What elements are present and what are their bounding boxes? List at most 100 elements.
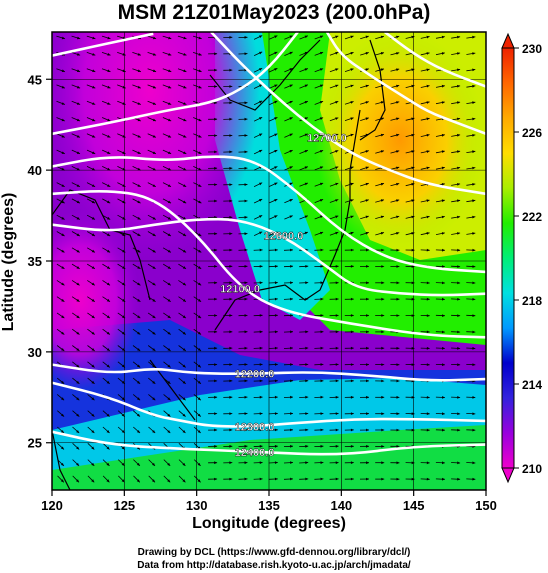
wind-arrow-head <box>289 182 293 186</box>
wind-arrow-head <box>107 216 111 220</box>
wind-arrow-head <box>335 182 339 186</box>
wind-arrow-head <box>61 216 65 220</box>
wind-arrow-head <box>381 330 385 334</box>
wind-arrow-head <box>229 85 233 88</box>
wind-arrow-head <box>182 430 186 433</box>
wind-arrow-head <box>229 379 233 383</box>
wind-arrow-head <box>106 331 110 335</box>
contour-label: 12300.0 <box>235 421 275 433</box>
wind-arrow-head <box>472 330 476 334</box>
wind-arrow-head <box>137 315 141 319</box>
wind-arrow-head <box>381 363 385 366</box>
wind-arrow-head <box>244 363 248 366</box>
wind-arrow-head <box>60 479 64 483</box>
wind-arrow-head <box>121 462 125 466</box>
wind-arrow-head <box>92 69 96 72</box>
wind-arrow-head <box>396 265 400 268</box>
wind-arrow-head <box>229 461 233 465</box>
wind-arrow-head <box>137 151 141 154</box>
wind-arrow-head <box>76 397 80 401</box>
wind-arrow-head <box>350 133 354 137</box>
wind-arrow-head <box>137 364 141 368</box>
wind-arrow-head <box>76 282 80 286</box>
wind-arrow-head <box>350 363 354 366</box>
wind-arrow-head <box>319 51 324 55</box>
colorbar-bar <box>501 47 515 469</box>
wind-arrow-head <box>122 85 126 89</box>
wind-arrow-head <box>305 281 309 285</box>
wind-arrow-head <box>107 167 111 171</box>
wind-arrow-head <box>442 461 445 465</box>
wind-arrow-head <box>305 297 309 301</box>
wind-arrow-head <box>259 379 263 383</box>
wind-arrow-head <box>381 395 385 399</box>
wind-arrow-head <box>229 215 233 219</box>
wind-arrow-head <box>244 330 248 334</box>
wind-arrow-head <box>319 84 324 88</box>
wind-arrow-head <box>214 395 218 399</box>
colorbar: 210 214 218 222 226 230 <box>501 32 542 484</box>
wind-arrow-head <box>122 151 126 154</box>
wind-arrow-head <box>198 282 202 286</box>
wind-arrow-head <box>366 379 369 383</box>
wind-arrow-head <box>350 346 354 350</box>
wind-arrow-head <box>197 364 201 368</box>
wind-arrow-head <box>182 462 186 466</box>
wind-arrow-head <box>290 363 293 366</box>
wind-arrow-head <box>457 396 461 399</box>
wind-arrow-head <box>365 52 369 55</box>
wind-arrow-head <box>274 117 278 120</box>
wind-arrow-head <box>182 413 186 417</box>
wind-arrow-head <box>197 380 201 384</box>
wind-arrow-head <box>229 36 233 39</box>
wind-arrow-head <box>76 462 80 466</box>
wind-arrow-head <box>320 248 324 252</box>
wind-arrow-head <box>214 117 218 121</box>
wind-arrow-head <box>244 101 248 105</box>
wind-arrow-head <box>274 265 278 268</box>
wind-arrow-head <box>411 182 415 186</box>
wind-arrow-head <box>442 314 445 317</box>
wind-arrow-head <box>320 444 324 448</box>
wind-arrow-head <box>274 35 278 39</box>
wind-arrow-head <box>91 200 95 204</box>
wind-arrow-head <box>122 167 126 171</box>
wind-arrow-head <box>380 84 384 88</box>
wind-arrow-head <box>92 118 96 122</box>
wind-arrow-head <box>457 52 461 55</box>
wind-arrow-head <box>152 397 156 401</box>
field-min-magenta <box>52 32 260 260</box>
wind-arrow-head <box>320 265 324 268</box>
wind-arrow-head <box>381 314 385 317</box>
wind-arrow-head <box>167 462 171 466</box>
wind-arrow-head <box>350 330 354 334</box>
wind-arrow-head <box>259 281 263 285</box>
contour-line <box>383 32 486 88</box>
wind-arrow-head <box>274 281 278 285</box>
wind-arrow-head <box>274 248 278 252</box>
wind-arrow-head <box>91 298 95 302</box>
wind-arrow-head <box>76 233 80 236</box>
wind-arrow-head <box>472 363 476 367</box>
wind-arrow-head <box>137 298 141 302</box>
wind-arrow-head <box>472 232 476 235</box>
wind-arrow-head <box>366 346 369 350</box>
wind-arrow-head <box>457 477 461 481</box>
wind-arrow-head <box>380 117 384 121</box>
wind-arrow-head <box>380 215 384 219</box>
geopotential-contours: 12100.0 12200.0 12300.0 12400.0 12600.0 12700… <box>52 32 486 459</box>
wind-arrow-head <box>319 68 324 71</box>
wind-arrow-head <box>229 314 233 317</box>
x-axis-label: Longitude (degrees) <box>192 515 346 532</box>
wind-arrow-head <box>411 265 415 268</box>
wind-arrow-head <box>396 232 400 235</box>
wind-arrow-head <box>92 135 96 138</box>
wind-arrow-head <box>290 444 293 448</box>
wind-arrow-head <box>122 298 126 302</box>
y-axis: 25 30 35 40 45 <box>28 72 52 451</box>
wind-arrow-head <box>121 479 125 483</box>
wind-arrow-head <box>107 85 111 89</box>
plot-area: 12100.0 12200.0 12300.0 12400.0 12600.0 12700… <box>52 32 486 490</box>
wind-arrow-head <box>396 215 400 219</box>
wind-arrow-head <box>457 281 461 285</box>
